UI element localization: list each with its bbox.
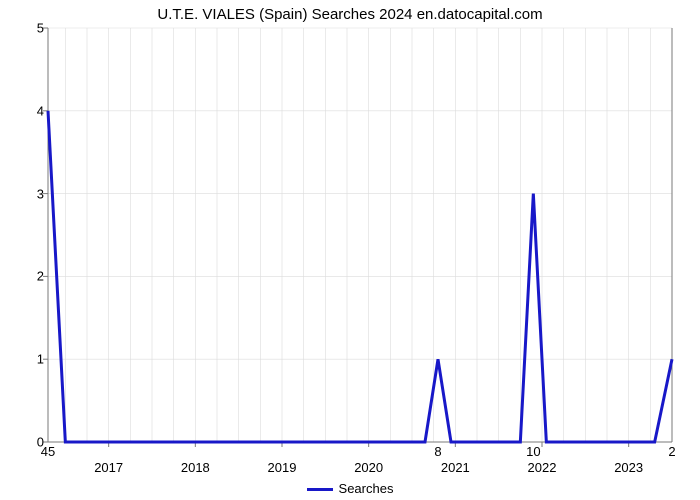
data-value-label: 8 bbox=[434, 444, 441, 459]
data-value-label: 45 bbox=[41, 444, 55, 459]
x-tick-label: 2020 bbox=[354, 460, 383, 475]
legend-swatch bbox=[307, 488, 333, 491]
x-tick-label: 2021 bbox=[441, 460, 470, 475]
chart-plot-area bbox=[48, 28, 672, 442]
y-tick-label: 2 bbox=[37, 269, 44, 284]
x-tick-label: 2017 bbox=[94, 460, 123, 475]
x-tick-label: 2022 bbox=[528, 460, 557, 475]
y-tick-label: 5 bbox=[37, 21, 44, 36]
searches-chart: U.T.E. VIALES (Spain) Searches 2024 en.d… bbox=[0, 0, 700, 500]
chart-legend: Searches bbox=[0, 481, 700, 496]
data-value-label: 10 bbox=[526, 444, 540, 459]
y-tick-label: 3 bbox=[37, 186, 44, 201]
x-tick-label: 2019 bbox=[268, 460, 297, 475]
y-tick-label: 4 bbox=[37, 103, 44, 118]
x-tick-label: 2023 bbox=[614, 460, 643, 475]
x-tick-label: 2018 bbox=[181, 460, 210, 475]
chart-title: U.T.E. VIALES (Spain) Searches 2024 en.d… bbox=[0, 6, 700, 23]
data-value-label: 2 bbox=[668, 444, 675, 459]
y-tick-label: 1 bbox=[37, 352, 44, 367]
legend-label: Searches bbox=[339, 481, 394, 496]
